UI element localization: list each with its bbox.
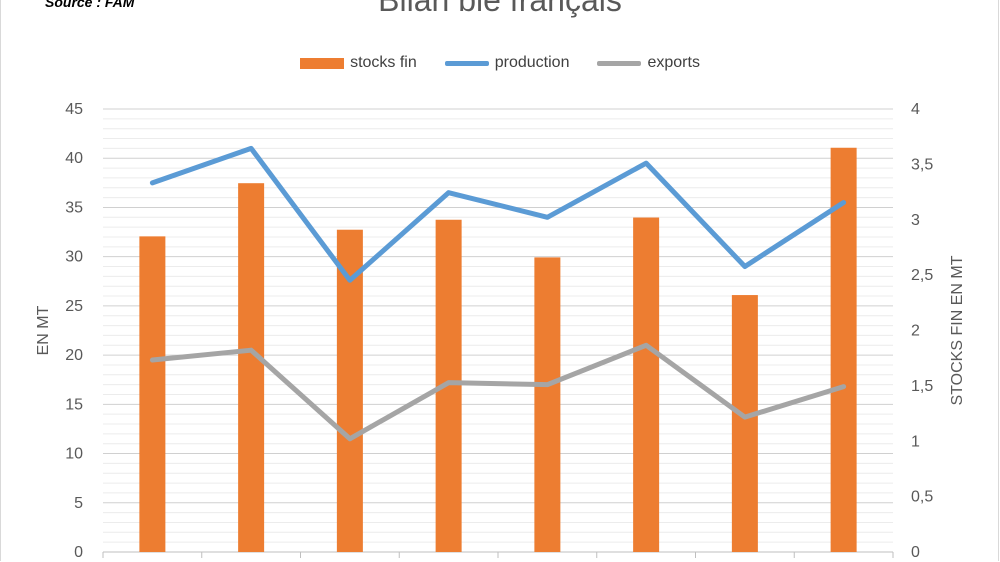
legend: stocks fin production exports [0,54,1000,72]
y-axis-title: EN MT [35,305,52,355]
legend-item-stocks: stocks fin [300,54,417,72]
legend-item-exports: exports [597,54,700,72]
legend-label-exports: exports [647,54,700,71]
bar-stocks-fin [534,257,561,552]
y-tick-label: 10 [65,446,83,463]
bar-stocks-fin [336,229,363,552]
y2-tick-label: 3,5 [911,156,933,173]
series-line-production [149,145,847,283]
y2-tick-label: 1 [911,433,920,450]
y-tick-label: 5 [74,495,83,512]
y2-tick-label: 0 [911,544,920,561]
y2-axis-title: STOCKS FIN EN MT [949,255,966,405]
y-tick-label: 30 [65,249,83,266]
y2-tick-label: 2 [911,323,920,340]
y-tick-label: 40 [65,150,83,167]
y-tick-label: 15 [65,396,83,413]
bar-stocks-fin [830,147,857,552]
chart-title: Bilan blé français [378,0,622,18]
y-tick-label: 35 [65,199,83,216]
legend-swatch-exports [597,60,642,66]
y2-tick-label: 0,5 [911,489,933,506]
y-tick-label: 20 [65,347,83,364]
y2-tick-label: 1,5 [911,378,933,395]
legend-swatch-stocks [300,57,345,69]
legend-swatch-production [444,60,489,66]
legend-label-production: production [494,54,570,71]
y2-tick-label: 2,5 [911,267,933,284]
y2-tick-label: 4 [911,101,920,118]
y-tick-label: 45 [65,101,83,118]
bar-stocks-fin [633,217,660,552]
bar-stocks-fin [238,183,265,552]
source-note: Source : FAM [45,0,135,10]
y2-tick-label: 3 [911,212,920,229]
y-tick-label: 0 [74,544,83,561]
series-line-exports [149,342,847,442]
bar-stocks-fin [139,236,166,553]
legend-label-stocks: stocks fin [350,54,417,71]
bar-stocks-fin [731,295,758,552]
y-tick-label: 25 [65,298,83,315]
legend-item-production: production [444,54,570,72]
